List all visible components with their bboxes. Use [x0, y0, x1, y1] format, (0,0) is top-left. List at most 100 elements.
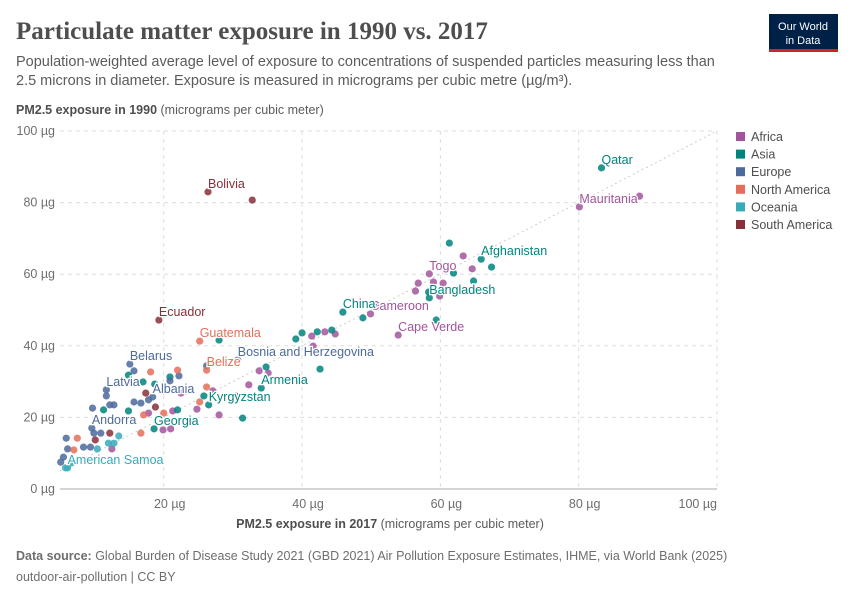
data-point	[160, 409, 168, 417]
data-point	[316, 365, 324, 373]
data-point	[73, 434, 81, 442]
data-point	[203, 383, 211, 391]
data-point	[182, 387, 190, 395]
point-label: Mauritania	[579, 192, 637, 206]
point-label: Cape Verde	[398, 320, 464, 334]
point-label: Belize	[207, 355, 241, 369]
data-point	[245, 381, 253, 389]
data-points	[57, 164, 644, 472]
data-point	[86, 443, 95, 451]
data-point	[436, 292, 444, 300]
point-label: Albania	[153, 382, 195, 396]
x-tick-label: 80 µg	[569, 497, 601, 511]
reference-line	[59, 130, 718, 472]
data-point	[575, 203, 583, 211]
point-label: Ecuador	[159, 305, 206, 319]
data-point	[309, 342, 317, 350]
data-point	[264, 369, 272, 377]
point-label: Togo	[429, 259, 456, 273]
data-point	[449, 269, 458, 277]
data-point	[102, 392, 110, 400]
data-point	[124, 407, 133, 415]
data-point	[102, 386, 110, 394]
data-point	[104, 439, 113, 447]
y-tick-label: 80 µg	[23, 196, 55, 210]
data-point	[110, 401, 118, 409]
data-point	[108, 445, 116, 453]
legend-item-label: South America	[751, 218, 832, 232]
data-point	[215, 336, 223, 344]
x-tick-label: 20 µg	[154, 497, 186, 511]
data-point	[151, 403, 160, 411]
legend-item-label: Africa	[751, 130, 783, 144]
data-point	[93, 445, 101, 453]
data-point	[204, 188, 212, 196]
data-point	[110, 439, 118, 447]
point-labels: Mauritania Togo Cameroon Cape Verde Qatar Afg…	[66, 152, 639, 469]
x-axis-title-bold: PM2.5 exposure in 2017	[236, 517, 377, 531]
data-point	[487, 263, 496, 271]
data-point	[62, 434, 70, 442]
data-point	[257, 384, 265, 392]
data-point	[205, 401, 213, 409]
data-point	[394, 331, 402, 339]
data-point	[215, 411, 223, 419]
data-point	[88, 404, 97, 412]
data-point	[238, 414, 247, 422]
data-point	[255, 367, 263, 375]
data-point	[359, 314, 367, 322]
y-tick-label: 20 µg	[23, 410, 55, 424]
point-label: Belarus	[130, 349, 172, 363]
data-point	[57, 458, 65, 466]
data-point	[635, 192, 644, 200]
data-point	[196, 398, 204, 406]
data-point	[445, 239, 453, 247]
owid-logo[interactable]: Our World in Data	[769, 14, 838, 52]
data-point	[411, 287, 420, 295]
data-point	[151, 380, 159, 388]
data-point	[79, 443, 88, 451]
data-point	[298, 329, 306, 337]
y-axis-title-unit: (micrograms per cubic meter)	[157, 103, 324, 117]
data-point	[366, 310, 375, 318]
data-point	[137, 429, 145, 437]
point-label: Latvia	[106, 375, 139, 389]
data-point	[175, 372, 183, 380]
data-point	[146, 368, 155, 376]
subtitle-line-2: 2.5 microns in diameter. Exposure is mea…	[16, 73, 572, 89]
legend-item-label: Europe	[751, 165, 791, 179]
legend-swatch	[736, 132, 745, 141]
data-point	[115, 432, 123, 440]
legend-swatch	[736, 184, 745, 194]
legend-item-label: North America	[751, 183, 830, 197]
data-point	[477, 255, 485, 263]
data-point	[196, 337, 204, 345]
data-point	[142, 389, 150, 397]
data-point	[321, 328, 329, 336]
data-point	[97, 429, 105, 437]
x-tick-label: 40 µg	[292, 497, 324, 511]
data-point	[150, 425, 158, 433]
data-point	[193, 405, 201, 413]
point-label: Cameroon	[371, 299, 429, 313]
subtitle-line-1: Population-weighted average level of exp…	[16, 54, 715, 70]
data-point	[124, 371, 133, 379]
data-point	[167, 425, 175, 433]
data-point	[459, 252, 467, 260]
legend-swatch	[736, 149, 745, 159]
data-point	[203, 366, 211, 374]
data-point	[432, 316, 440, 324]
data-source-text: Global Burden of Disease Study 2021 (GBD…	[92, 549, 728, 563]
x-axis-title-unit: (micrograms per cubic meter)	[377, 517, 544, 531]
data-point	[99, 406, 108, 414]
legend-swatch	[736, 202, 745, 212]
point-label: Bangladesh	[429, 283, 495, 297]
y-axis-title: PM2.5 exposure in 1990 (micrograms per c…	[16, 103, 324, 117]
slug-license[interactable]: outdoor-air-pollution | CC BY	[16, 570, 176, 584]
data-point	[597, 164, 606, 172]
data-point	[70, 446, 78, 454]
data-point	[373, 303, 382, 311]
point-label: American Samoa	[68, 453, 164, 467]
